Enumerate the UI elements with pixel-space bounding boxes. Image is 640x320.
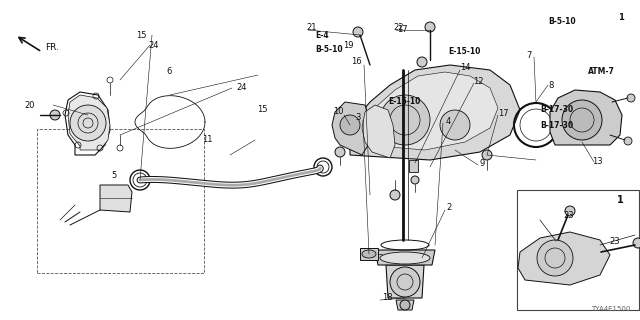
Polygon shape (350, 65, 520, 160)
Text: 2: 2 (446, 204, 451, 212)
Polygon shape (386, 265, 424, 298)
Polygon shape (550, 90, 622, 145)
Bar (517, 190, 639, 310)
Text: 24: 24 (236, 84, 246, 92)
Text: 14: 14 (460, 63, 470, 73)
Polygon shape (409, 160, 418, 172)
Text: B-17-30: B-17-30 (540, 121, 573, 130)
Circle shape (425, 22, 435, 32)
Circle shape (624, 137, 632, 145)
Text: 17: 17 (498, 108, 509, 117)
Text: 23: 23 (609, 237, 620, 246)
Polygon shape (360, 248, 378, 260)
Ellipse shape (362, 250, 376, 258)
Text: 4: 4 (446, 117, 451, 126)
Text: 21: 21 (306, 23, 317, 33)
Circle shape (340, 115, 360, 135)
Text: B-5-10: B-5-10 (315, 45, 342, 54)
Polygon shape (362, 105, 395, 158)
Circle shape (353, 27, 363, 37)
Text: 10: 10 (333, 108, 344, 116)
Text: 23: 23 (563, 211, 573, 220)
Circle shape (380, 95, 430, 145)
Circle shape (417, 57, 427, 67)
Polygon shape (100, 185, 132, 212)
Text: 8: 8 (548, 81, 554, 90)
Text: 20: 20 (24, 100, 35, 109)
Text: 15: 15 (136, 30, 147, 39)
Text: 12: 12 (473, 76, 483, 85)
Bar (37, 129, 204, 273)
Text: 17: 17 (397, 26, 408, 35)
Circle shape (390, 190, 400, 200)
Text: 24: 24 (148, 41, 159, 50)
Polygon shape (68, 95, 110, 150)
Circle shape (482, 150, 492, 160)
Text: 16: 16 (351, 58, 362, 67)
Text: E-15-10: E-15-10 (448, 47, 481, 57)
Text: 22: 22 (393, 23, 403, 33)
Circle shape (411, 176, 419, 184)
Text: 11: 11 (202, 135, 212, 145)
Text: E-15-10: E-15-10 (388, 98, 420, 107)
Circle shape (335, 147, 345, 157)
Circle shape (627, 94, 635, 102)
Circle shape (537, 240, 573, 276)
Ellipse shape (380, 252, 430, 264)
Text: 15: 15 (257, 106, 268, 115)
Text: 5: 5 (111, 171, 116, 180)
Circle shape (440, 110, 470, 140)
Text: 9: 9 (479, 158, 484, 167)
Text: 13: 13 (592, 157, 603, 166)
Circle shape (390, 267, 420, 297)
Text: FR.: FR. (45, 44, 59, 52)
Circle shape (50, 110, 60, 120)
Text: B-17-30: B-17-30 (540, 106, 573, 115)
Circle shape (565, 206, 575, 216)
Text: B-5-10: B-5-10 (548, 18, 575, 27)
Text: 3: 3 (355, 114, 360, 123)
Polygon shape (375, 250, 435, 265)
Text: 1: 1 (618, 13, 624, 22)
Circle shape (70, 105, 106, 141)
Text: TYA4E1500: TYA4E1500 (591, 306, 630, 312)
Text: 1: 1 (617, 196, 624, 205)
Circle shape (562, 100, 602, 140)
Polygon shape (332, 102, 370, 155)
Polygon shape (396, 300, 414, 310)
Text: E-4: E-4 (315, 30, 328, 39)
Circle shape (400, 300, 410, 310)
Text: 7: 7 (526, 51, 531, 60)
Text: 18: 18 (382, 293, 392, 302)
Polygon shape (362, 72, 498, 150)
Text: 6: 6 (166, 68, 172, 76)
Circle shape (633, 238, 640, 248)
Text: 19: 19 (343, 41, 353, 50)
Text: ATM-7: ATM-7 (588, 68, 615, 76)
Polygon shape (518, 232, 610, 285)
